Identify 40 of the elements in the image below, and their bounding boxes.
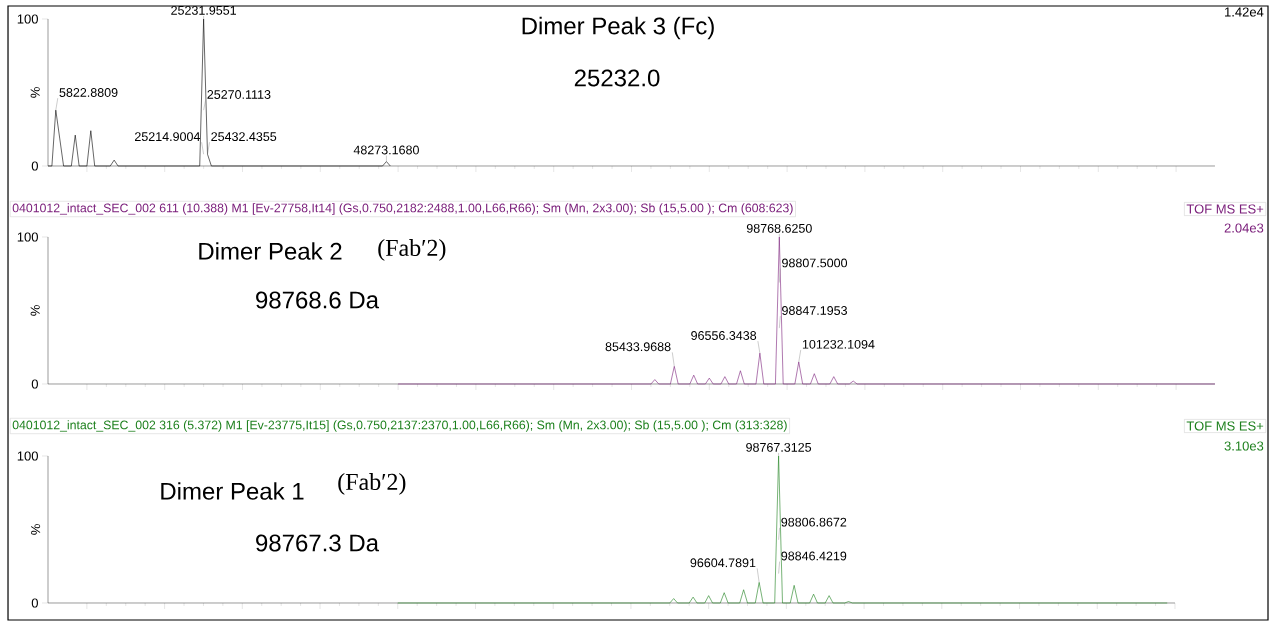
text: 2.04e3 xyxy=(1224,223,1264,233)
chart-title: 0401012_intact_SEC_002 316 (5.372) M1 [Ev-23775,It15] (Gs,0.750,2137:2370,1.00,L66,R66); Sm (Mn, 2x3.00); Sb (15,5.00 ); Cm (313:328) xyxy=(12,420,787,432)
y-axis-title: % xyxy=(30,87,40,98)
text: 3.10e3 xyxy=(1224,441,1264,451)
annotation: 96556.3438 xyxy=(691,331,757,340)
annotation: 98767.3125 xyxy=(746,442,812,452)
annotation: 96604.7891 xyxy=(690,558,756,568)
y-tick-label: 100 xyxy=(17,451,38,461)
annotation: 98767.3 Da xyxy=(256,534,380,552)
annotation: 98768.6 Da xyxy=(256,291,380,309)
annotation: 5822.8809 xyxy=(59,88,118,97)
y-tick-label: 0 xyxy=(31,161,38,171)
y-tick-label: 100 xyxy=(17,232,38,242)
y-axis-title: % xyxy=(30,305,40,316)
text: TOF MS ES+ xyxy=(1186,204,1264,214)
annotation: 98847.1953 xyxy=(782,306,847,315)
text: 1.42e4 xyxy=(1225,7,1264,17)
annotation: 98768.6250 xyxy=(746,223,812,233)
annotation: Dimer Peak 1 xyxy=(161,482,304,500)
annotation: 48273.1680 xyxy=(353,145,419,155)
text: TOF MS ES+ xyxy=(1186,421,1264,431)
y-tick-label: 0 xyxy=(31,379,38,389)
annotation: 101232.1094 xyxy=(802,339,875,349)
annotation: (Fab′2) xyxy=(378,239,446,261)
annotation: 85433.9688 xyxy=(605,342,671,352)
annotation: 25270.1113 xyxy=(207,90,271,99)
y-tick-label: 0 xyxy=(31,598,38,608)
annotation: 25214.9004 xyxy=(135,132,201,142)
annotation: Dimer Peak 3 (Fc) xyxy=(522,16,714,40)
annotation: 98846.4219 xyxy=(781,551,847,561)
annotation: 98806.8672 xyxy=(781,517,847,527)
y-axis-title: % xyxy=(31,524,41,535)
annotation: 25231.9551 xyxy=(171,5,236,15)
y-tick-label: 100 xyxy=(17,14,38,24)
chart-title: 0401012_intact_SEC_002 611 (10.388) M1 [Ev-27758,It14] (Gs,0.750,2182:2488,1.00,L66,R66); Sm (Mn, 2x3.00); Sb (15,5.00 ); Cm (608:623) xyxy=(12,203,793,215)
annotation: 25432.4355 xyxy=(211,132,277,142)
annotation: 25232.0 xyxy=(574,69,660,87)
annotation: Dimer Peak 2 xyxy=(199,242,342,260)
annotation: 98807.5000 xyxy=(782,258,848,268)
annotation: (Fab′2) xyxy=(338,473,406,495)
